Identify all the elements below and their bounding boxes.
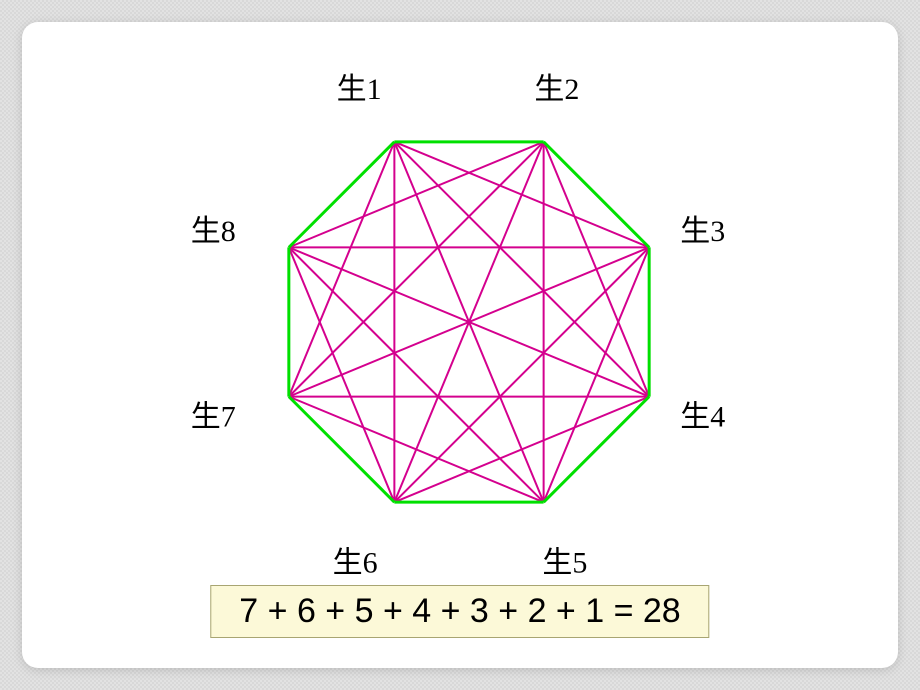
inner-edge bbox=[394, 247, 649, 502]
outer-edge bbox=[544, 397, 650, 503]
node-label-6: 生6 bbox=[333, 547, 378, 580]
node-label-4: 生4 bbox=[680, 401, 725, 434]
inner-edges bbox=[289, 142, 649, 502]
node-label-3: 生3 bbox=[680, 215, 725, 248]
outer-edge bbox=[544, 142, 650, 248]
node-label-8: 生8 bbox=[191, 215, 236, 248]
inner-edge bbox=[289, 142, 544, 397]
node-label-1: 生1 bbox=[337, 73, 382, 106]
formula-text: 7 + 6 + 5 + 4 + 3 + 2 + 1 = 28 bbox=[239, 592, 680, 630]
outer-edge bbox=[289, 397, 395, 503]
inner-edge bbox=[394, 142, 649, 397]
node-label-2: 生2 bbox=[534, 73, 579, 106]
formula-box: 7 + 6 + 5 + 4 + 3 + 2 + 1 = 28 bbox=[210, 585, 709, 638]
node-label-5: 生5 bbox=[542, 547, 587, 580]
node-label-7: 生7 bbox=[191, 401, 236, 434]
outer-edge bbox=[289, 142, 395, 248]
inner-edge bbox=[289, 247, 544, 502]
complete-graph-diagram: 生1 生2 生3 生4 生5 生6 生7 生8 bbox=[22, 22, 898, 582]
slide-card: 生1 生2 生3 生4 生5 生6 生7 生8 7 + 6 + 5 + 4 + 3 + 2 +… bbox=[22, 22, 898, 668]
